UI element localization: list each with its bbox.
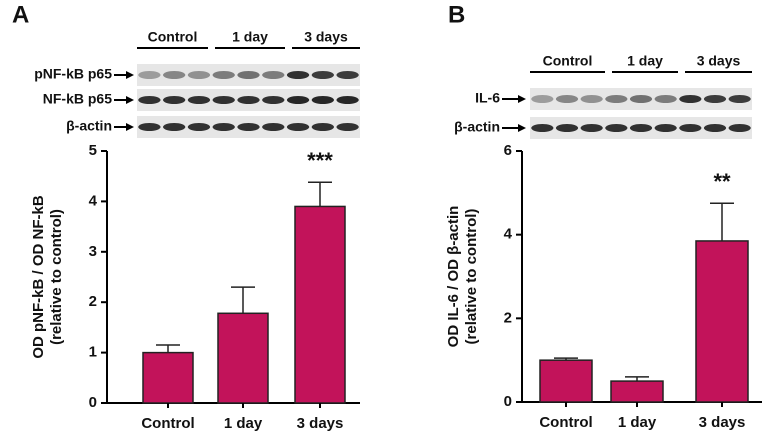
error-bar (156, 344, 180, 353)
significance-label: ** (713, 169, 731, 194)
blot-group-label: 3 days (304, 29, 348, 45)
blot-band (629, 124, 653, 132)
blot-band (703, 95, 727, 103)
blot-band (555, 95, 579, 103)
blot-arrowhead (518, 124, 526, 132)
blot-row-label: IL-6 (475, 90, 500, 106)
blot-band (237, 123, 260, 131)
y-axis-label: (relative to control) (48, 209, 65, 345)
blot-band (336, 123, 359, 131)
blot-group-label: 1 day (232, 29, 268, 45)
blot-band (654, 95, 677, 103)
error-bar (625, 376, 649, 382)
blot-band (286, 123, 310, 131)
blot-band (163, 96, 186, 104)
error-bar (308, 181, 332, 207)
blot-row-label: β-actin (66, 118, 112, 134)
x-tick-label: 3 days (699, 414, 746, 431)
blot-band (212, 96, 235, 104)
blot-band (336, 96, 359, 104)
blot-band (262, 71, 285, 79)
blot-arrowhead (126, 96, 134, 104)
blot-band (163, 71, 186, 79)
blot-band (679, 95, 702, 103)
blot-arrowhead (126, 123, 134, 131)
blot-row-label: pNF-kB p65 (34, 66, 112, 82)
blot-group-label: 1 day (627, 53, 663, 69)
blot-group-label: 3 days (697, 53, 741, 69)
blot-group-label: Control (543, 53, 593, 69)
blot-arrowhead (126, 71, 134, 79)
blot-band (629, 95, 653, 103)
significance-label: *** (307, 148, 333, 173)
blot-band (605, 95, 628, 103)
blot-group-label: Control (148, 29, 198, 45)
blot-band (605, 124, 628, 132)
blot-row-label: β-actin (454, 119, 500, 135)
blot-band (286, 96, 310, 104)
bar (539, 359, 593, 403)
blot-band (187, 123, 211, 131)
blot-band (703, 124, 727, 132)
blot-band (728, 124, 751, 132)
blot-band (728, 95, 751, 103)
blot-band (531, 124, 554, 132)
blot-band (311, 96, 334, 104)
blot-band (311, 71, 334, 79)
y-tick-label: 6 (504, 142, 512, 159)
blot-band (187, 96, 211, 104)
blot-band (555, 124, 579, 132)
bar (695, 240, 749, 403)
y-tick-label: 1 (89, 344, 97, 361)
x-tick-label: 3 days (297, 415, 344, 432)
y-axis-label: OD pNF-kB / OD NF-kB (30, 195, 47, 358)
blot-band (311, 123, 334, 131)
x-tick-label: Control (141, 415, 194, 432)
blot-band (237, 71, 260, 79)
blot-band (679, 124, 702, 132)
blot-band (286, 71, 310, 79)
bar (610, 380, 664, 403)
blot-band (654, 124, 677, 132)
blot-band (237, 96, 260, 104)
y-tick-label: 5 (89, 142, 97, 159)
y-tick-label: 2 (89, 293, 97, 310)
blot-arrowhead (518, 95, 526, 103)
y-axis-label: OD IL-6 / OD β-actin (445, 206, 462, 348)
blot-band (212, 123, 235, 131)
bar (217, 312, 269, 404)
blot-band (531, 95, 554, 103)
y-tick-label: 3 (89, 243, 97, 260)
y-tick-label: 0 (89, 394, 97, 411)
y-tick-label: 4 (89, 192, 98, 209)
y-tick-label: 4 (504, 226, 513, 243)
bar (294, 205, 346, 404)
x-tick-label: 1 day (618, 414, 657, 431)
blot-band (580, 124, 603, 132)
blot-band (138, 123, 161, 131)
blot-band (138, 96, 161, 104)
error-bar (554, 357, 578, 361)
blot-band (336, 71, 359, 79)
blot-band (262, 96, 285, 104)
error-bar (710, 202, 734, 241)
y-axis-label: (relative to control) (463, 209, 480, 345)
x-tick-label: 1 day (224, 415, 263, 432)
bar (142, 351, 194, 404)
blot-band (187, 71, 211, 79)
panel-label: B (448, 1, 465, 28)
blot-band (580, 95, 603, 103)
y-tick-label: 0 (504, 393, 512, 410)
blot-band (163, 123, 186, 131)
blot-band (212, 71, 235, 79)
blot-band (262, 123, 285, 131)
x-tick-label: Control (539, 414, 592, 431)
panel-label: A (12, 1, 29, 28)
y-tick-label: 2 (504, 309, 512, 326)
error-bar (231, 286, 255, 314)
blot-band (138, 71, 161, 79)
blot-row-label: NF-kB p65 (43, 91, 112, 107)
